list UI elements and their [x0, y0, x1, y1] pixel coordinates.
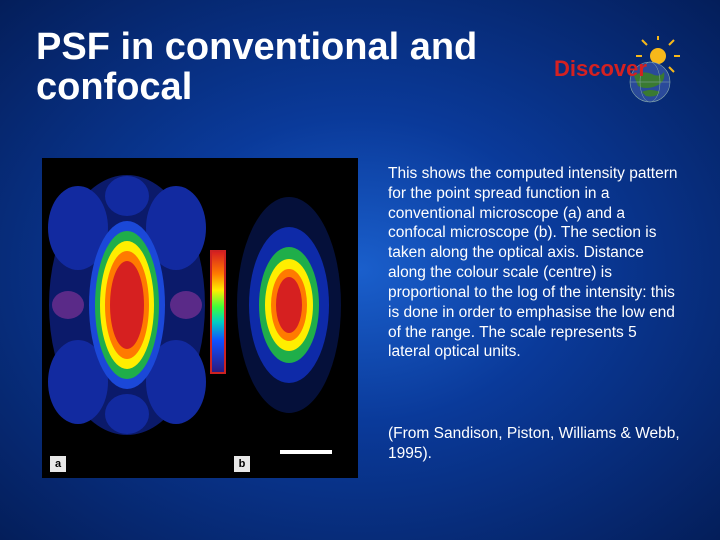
- psf-panel-a: [48, 168, 206, 442]
- logo-svg: Discover: [552, 36, 692, 106]
- body-text: This shows the computed intensity patter…: [388, 164, 680, 362]
- panel-label-b: b: [234, 456, 250, 472]
- logo-wordmark: Discover: [554, 56, 647, 81]
- scale-bar: [280, 450, 332, 454]
- discover-logo: Discover: [552, 36, 692, 106]
- psf-figure: a b: [42, 158, 358, 478]
- colorbar: [210, 250, 226, 374]
- citation-text: (From Sandison, Piston, Williams & Webb,…: [388, 424, 680, 464]
- psf-panel-b: [227, 168, 352, 442]
- colorbar-gradient: [212, 252, 224, 372]
- panel-label-a: a: [50, 456, 66, 472]
- slide-title: PSF in conventional and confocal: [36, 28, 540, 108]
